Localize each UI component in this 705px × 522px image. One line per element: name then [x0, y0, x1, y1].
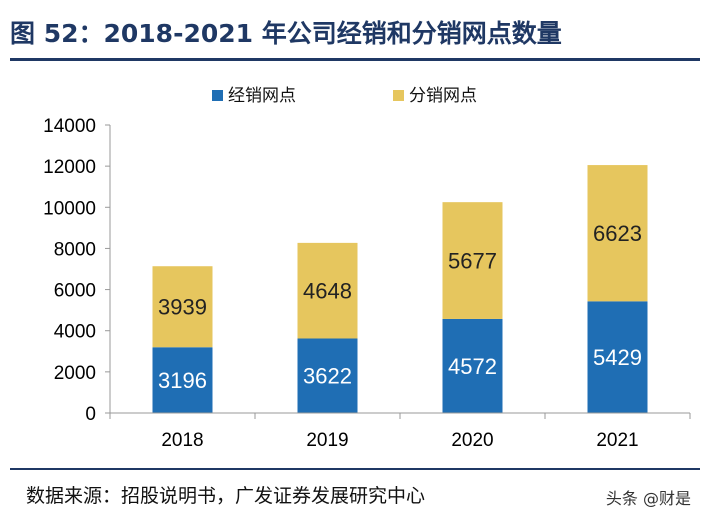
x-tick-label: 2019 [306, 430, 348, 451]
legend-swatch [393, 90, 404, 101]
bar-segment [587, 301, 648, 413]
x-tick-label: 2018 [161, 430, 203, 451]
y-tick-label: 8000 [54, 239, 96, 260]
y-tick-label: 6000 [54, 281, 96, 302]
x-axis: 2018 2019 2020 2021 [109, 412, 691, 451]
bar-segment [152, 347, 213, 413]
legend-label: 经销网点 [228, 86, 296, 106]
bar-segment [297, 242, 358, 339]
y-tick-label: 10000 [43, 198, 96, 219]
source-note: 数据来源：招股说明书，广发证券发展研究中心 [26, 485, 426, 507]
bar-segment [442, 202, 503, 319]
bar-segment [297, 338, 358, 413]
watermark: 头条 @财是 [605, 489, 691, 508]
y-tick-label: 14000 [43, 116, 96, 137]
bar-segment [587, 165, 648, 302]
y-tick-label: 12000 [43, 157, 96, 178]
data-label: 4648 [303, 279, 352, 304]
data-label: 6623 [593, 221, 642, 246]
legend-swatch [212, 90, 223, 101]
data-label: 3196 [158, 368, 207, 393]
chart-title: 图 52：2018-2021 年公司经销和分销网点数量 [10, 19, 562, 48]
bars: 3196 3939 3622 4648 4572 5677 5429 6623 [152, 165, 648, 413]
data-label: 5677 [448, 249, 497, 274]
legend-label: 分销网点 [409, 86, 477, 106]
title-rule [10, 58, 700, 61]
data-label: 4572 [448, 354, 497, 379]
y-tick-label: 4000 [54, 322, 96, 343]
data-label: 3939 [158, 295, 207, 320]
x-tick-label: 2021 [596, 430, 638, 451]
y-tick-label: 0 [85, 404, 96, 425]
bar-segment [152, 266, 213, 348]
x-tick-label: 2020 [451, 430, 493, 451]
y-axis: 0 2000 4000 6000 8000 10000 12000 14000 [43, 116, 111, 425]
y-tick-label: 2000 [54, 363, 96, 384]
footer-rule [10, 468, 700, 470]
data-label: 5429 [593, 345, 642, 370]
bar-segment [442, 318, 503, 413]
data-label: 3622 [303, 364, 352, 389]
chart-legend: 经销网点 分销网点 [212, 86, 477, 106]
